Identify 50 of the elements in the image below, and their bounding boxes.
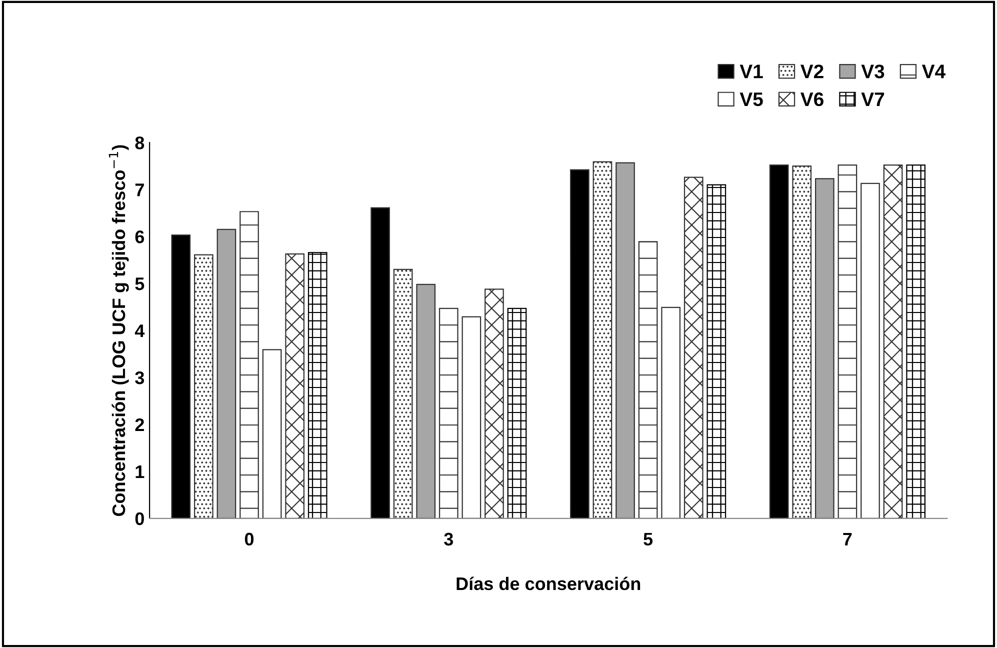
bar	[393, 268, 413, 518]
bar	[838, 164, 858, 518]
bar	[883, 164, 903, 518]
bar	[769, 164, 789, 518]
bar	[216, 228, 236, 518]
bar	[194, 254, 214, 518]
y-tick-label: 7	[135, 184, 144, 196]
y-tick-label: 2	[135, 418, 144, 431]
bar	[484, 288, 504, 518]
bar	[370, 207, 390, 518]
x-tick-label: 7	[843, 532, 852, 546]
y-tick-label: 4	[134, 324, 145, 338]
legend-label: V4	[922, 64, 946, 78]
bar	[684, 176, 704, 518]
bar	[462, 316, 482, 518]
bar	[616, 162, 635, 518]
bar	[262, 349, 282, 518]
bar	[661, 306, 681, 518]
y-tick-label: 3	[135, 371, 144, 384]
bar	[860, 182, 880, 518]
legend-label: V7	[861, 92, 884, 106]
legend-label: V6	[800, 92, 824, 106]
bar	[906, 164, 926, 518]
x-tick-label: 0	[244, 532, 254, 546]
bar	[416, 284, 436, 518]
bar	[706, 184, 726, 518]
x-tick-label: 3	[444, 532, 454, 546]
bar	[285, 253, 304, 518]
bar	[308, 252, 328, 518]
bar	[240, 211, 259, 518]
y-tick-label: 6	[135, 230, 144, 244]
y-tick-label: 5	[135, 278, 144, 290]
bar	[814, 178, 834, 518]
legend-label: V5	[740, 92, 763, 106]
bar	[592, 161, 612, 518]
legend-label: V3	[861, 64, 884, 78]
bar	[438, 308, 458, 518]
y-tick-label: 0	[135, 512, 144, 526]
x-axis-title: Días de conservación	[456, 576, 640, 590]
bar	[507, 308, 527, 518]
bar	[638, 241, 658, 518]
bar	[171, 234, 191, 518]
y-tick-label: 1	[136, 466, 144, 478]
bar	[570, 169, 590, 518]
x-tick-label: 5	[644, 532, 653, 546]
y-tick-label: 8	[135, 136, 144, 150]
legend-label: V2	[800, 64, 824, 78]
y-axis-title: Concentración (LOG UCF g tejido fresco$^{−1}$)	[108, 145, 129, 516]
legend-label: V1	[740, 64, 763, 78]
bar	[792, 165, 812, 518]
